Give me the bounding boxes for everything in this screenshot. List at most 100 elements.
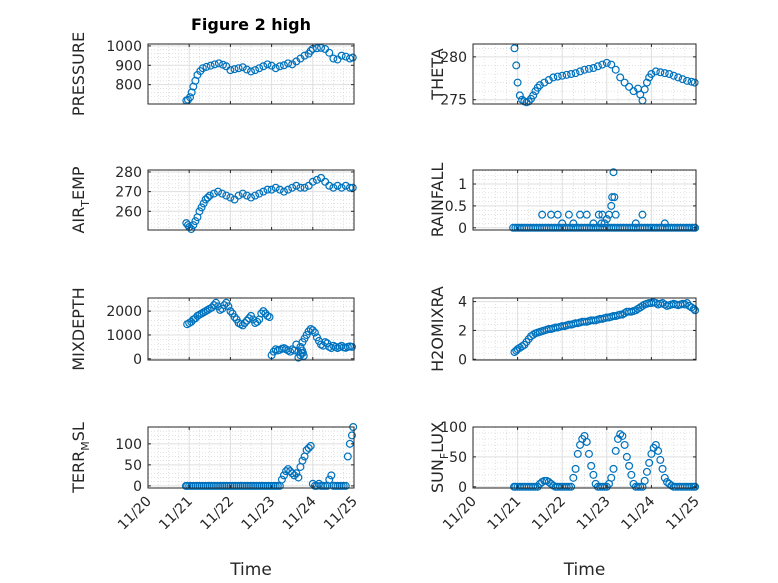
- axes-box: [472, 169, 697, 231]
- data-point: [678, 75, 687, 84]
- data-point: [226, 193, 235, 202]
- data-point: [298, 456, 307, 465]
- data-point: [510, 44, 519, 53]
- data-point: [529, 482, 538, 491]
- data-point: [689, 304, 698, 313]
- axes-box: [147, 297, 355, 361]
- data-point: [631, 219, 640, 228]
- data-point: [195, 207, 204, 216]
- x-tick-label: 11/24: [280, 493, 320, 533]
- data-point: [343, 452, 352, 461]
- data-point: [610, 193, 619, 202]
- data-point: [247, 193, 256, 202]
- data-point: [625, 461, 634, 470]
- data-point: [234, 191, 243, 200]
- data-point: [616, 430, 625, 439]
- data-point: [341, 52, 350, 61]
- data-point: [540, 476, 549, 485]
- axes-box: [472, 43, 697, 105]
- y-tick-label: 260: [115, 204, 142, 220]
- data-point: [622, 452, 631, 461]
- data-point: [279, 471, 288, 480]
- data-point: [325, 48, 334, 57]
- data-point: [202, 62, 211, 71]
- data-point: [691, 306, 700, 315]
- data-point: [267, 61, 276, 70]
- data-point: [329, 54, 338, 63]
- data-point: [691, 223, 700, 232]
- data-point: [609, 464, 618, 473]
- data-point: [292, 181, 301, 190]
- data-point: [602, 215, 611, 224]
- data-point: [685, 482, 694, 491]
- data-point: [685, 223, 694, 232]
- data-point: [308, 326, 317, 335]
- data-point: [597, 219, 606, 228]
- data-point: [564, 210, 573, 219]
- data-markers: [181, 423, 358, 490]
- data-point: [198, 64, 207, 73]
- data-point: [533, 83, 542, 92]
- data-point: [203, 193, 212, 202]
- y-axis-label: PRESSURE: [69, 32, 88, 116]
- data-point: [259, 62, 268, 71]
- y-tick-label: 275: [440, 93, 467, 109]
- data-point: [230, 313, 239, 322]
- data-point: [279, 187, 288, 196]
- data-point: [576, 210, 585, 219]
- y-axis-label: TERRMSL: [69, 422, 92, 494]
- y-axis-label: SUNFLUX: [428, 422, 451, 493]
- data-point: [263, 60, 272, 69]
- data-point: [629, 87, 638, 96]
- x-tick-label: 11/21: [485, 494, 525, 534]
- data-point: [607, 473, 616, 482]
- data-point: [255, 64, 264, 73]
- data-point: [589, 63, 598, 72]
- figure-title: Figure 2 high: [191, 15, 311, 34]
- data-point: [571, 464, 580, 473]
- y-axis-label: RAINFALL: [428, 163, 447, 238]
- data-point: [292, 469, 301, 478]
- data-point: [564, 482, 573, 491]
- data-point: [589, 470, 598, 479]
- y-tick-label: 0: [458, 352, 467, 368]
- data-point: [608, 193, 617, 202]
- data-point: [275, 185, 284, 194]
- y-tick-label: 900: [115, 58, 142, 74]
- y-tick-label: 2000: [106, 304, 142, 320]
- data-point: [607, 60, 616, 69]
- y-tick-label: 280: [440, 50, 467, 66]
- data-point: [524, 97, 533, 106]
- data-point: [347, 342, 356, 351]
- data-point: [544, 75, 553, 84]
- data-point: [651, 67, 660, 76]
- data-point: [284, 59, 293, 68]
- panel-terr-msl: 0 50 100 TERRMSL 11/20 11/21 11/22 11/23 11/24 11…: [69, 422, 361, 580]
- data-point: [327, 344, 336, 353]
- data-point: [186, 93, 195, 102]
- data-point: [271, 64, 280, 73]
- x-axis-label: Time: [229, 560, 272, 580]
- y-tick-label: 0: [458, 221, 467, 237]
- axes-box: [147, 169, 355, 231]
- data-point: [251, 66, 260, 75]
- data-point: [580, 65, 589, 74]
- data-point: [598, 210, 607, 219]
- data-point: [602, 58, 611, 67]
- data-point: [611, 65, 620, 74]
- data-point: [187, 225, 196, 234]
- y-tick-label: 270: [115, 185, 142, 201]
- y-tick-label: 0: [133, 352, 142, 368]
- data-point: [674, 73, 683, 82]
- data-point: [587, 461, 596, 470]
- data-point: [284, 465, 293, 474]
- data-point: [529, 91, 538, 100]
- data-point: [638, 96, 647, 105]
- data-point: [226, 66, 235, 75]
- data-point: [288, 469, 297, 478]
- data-point: [658, 464, 667, 473]
- data-point: [329, 183, 338, 192]
- data-point: [321, 45, 330, 54]
- data-point: [600, 219, 609, 228]
